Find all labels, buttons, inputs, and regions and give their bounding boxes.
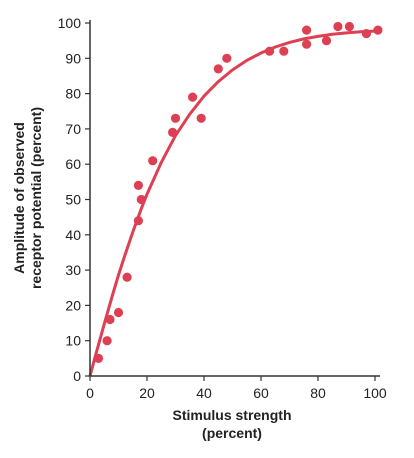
x-tick-label-0: 0 <box>86 385 94 401</box>
y-tick-label-20: 20 <box>65 297 81 313</box>
data-point-2 <box>102 336 112 346</box>
data-point-10 <box>168 127 178 137</box>
y-tick-label-30: 30 <box>65 262 81 278</box>
data-point-8 <box>136 194 146 205</box>
axes <box>89 20 380 377</box>
x-tick-label-100: 100 <box>363 385 387 401</box>
data-point-21 <box>333 21 343 32</box>
x-tick-label-80: 80 <box>310 385 326 401</box>
x-ticks: 0 20 40 60 80 100 <box>86 376 387 401</box>
data-point-3 <box>105 314 115 325</box>
y-tick-label-80: 80 <box>65 86 81 102</box>
x-axis-title-line-2: (percent) <box>202 425 262 441</box>
data-point-20 <box>321 36 332 46</box>
data-point-16 <box>265 46 275 56</box>
data-point-1 <box>93 353 104 363</box>
x-axis-title-line-1: Stimulus strength <box>172 407 291 423</box>
y-tick-label-70: 70 <box>65 121 81 137</box>
x-tick-label-60: 60 <box>253 385 269 401</box>
data-point-5 <box>122 272 132 282</box>
data-point-12 <box>188 92 198 102</box>
y-ticks: 0 10 20 30 40 50 60 70 80 90 100 <box>58 15 90 384</box>
y-tick-label-90: 90 <box>65 50 81 66</box>
data-point-23 <box>361 28 371 39</box>
points-layer <box>93 21 383 363</box>
x-tick-label-20: 20 <box>139 385 155 401</box>
y-tick-label-100: 100 <box>58 15 82 31</box>
y-axis-title-line-2: receptor potential (percent) <box>28 107 44 289</box>
y-tick-label-60: 60 <box>65 156 81 172</box>
data-point-6 <box>133 216 143 226</box>
data-point-15 <box>222 53 232 63</box>
y-tick-label-0: 0 <box>73 368 81 384</box>
data-point-22 <box>344 21 354 32</box>
data-point-24 <box>373 25 383 35</box>
data-point-17 <box>279 46 289 56</box>
y-axis-title-line-1: Amplitude of observed <box>11 122 27 274</box>
fit-curve-layer <box>88 29 376 377</box>
data-point-7 <box>133 180 143 190</box>
y-tick-label-50: 50 <box>65 192 81 208</box>
data-point-4 <box>113 307 124 318</box>
data-point-9 <box>148 156 158 166</box>
y-tick-label-10: 10 <box>65 333 81 349</box>
data-point-13 <box>196 113 206 123</box>
fit-curve <box>88 29 376 377</box>
data-point-14 <box>213 64 223 74</box>
x-tick-label-40: 40 <box>196 385 212 401</box>
y-tick-label-40: 40 <box>65 227 81 243</box>
data-point-19 <box>302 25 312 35</box>
data-point-11 <box>170 113 181 123</box>
data-point-18 <box>302 39 312 49</box>
